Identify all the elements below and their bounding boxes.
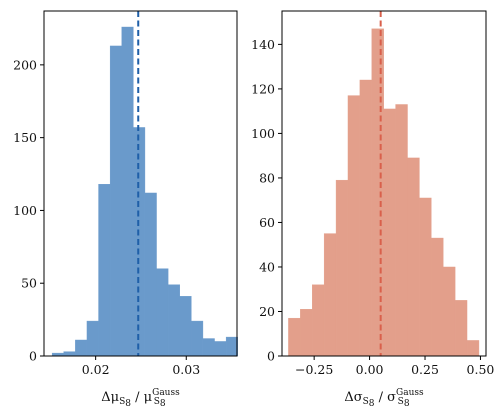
histogram-bar bbox=[167, 284, 180, 357]
histogram-bar bbox=[347, 95, 361, 357]
histogram-bar bbox=[383, 108, 396, 357]
histogram-bar bbox=[144, 192, 157, 357]
y-tick-label: 0 bbox=[267, 349, 275, 364]
histogram-bar bbox=[179, 296, 192, 357]
y-tick-label: 120 bbox=[251, 81, 275, 96]
axes-frame bbox=[281, 10, 487, 357]
y-tick-label: 40 bbox=[259, 259, 275, 274]
histogram-bar bbox=[407, 157, 420, 357]
histogram-bar bbox=[98, 184, 111, 357]
histogram-bar bbox=[335, 179, 349, 357]
x-axis-label: ΔμS8 / μGauss S8 bbox=[101, 388, 180, 409]
histogram-bar bbox=[109, 45, 122, 357]
x-tick-label: 0.03 bbox=[172, 362, 200, 377]
histogram-bar bbox=[288, 317, 301, 357]
x-tick-label: 0.02 bbox=[82, 362, 110, 377]
histogram-bar bbox=[466, 340, 480, 357]
histogram-bar bbox=[323, 233, 337, 357]
y-tick-label: 80 bbox=[259, 170, 275, 185]
x-tick-label: 0.50 bbox=[467, 362, 495, 377]
axes-frame bbox=[43, 10, 238, 357]
y-tick-label: 20 bbox=[259, 304, 275, 319]
left-histogram-panel: 0.02 0.03 0 50 100 150 200 ΔμS8 / μGauss S8 bbox=[13, 10, 238, 409]
y-tick-label: 200 bbox=[13, 57, 37, 72]
y-tick-label: 60 bbox=[259, 215, 275, 230]
x-tick-label: −0.25 bbox=[295, 362, 333, 377]
histogram-bar bbox=[75, 339, 88, 357]
y-tick-label: 100 bbox=[13, 203, 37, 218]
histogram-bar bbox=[454, 300, 468, 357]
histogram-bar bbox=[419, 197, 432, 357]
y-tick-label: 150 bbox=[13, 130, 37, 145]
y-tick-label: 100 bbox=[251, 126, 275, 141]
histogram-bar bbox=[225, 336, 238, 357]
histogram-bar bbox=[191, 320, 204, 357]
x-axis-label: ΔσS8 / σGauss S8 bbox=[344, 388, 424, 409]
histogram-bar bbox=[156, 268, 169, 357]
y-tick-label: 0 bbox=[29, 349, 37, 364]
histogram-bar bbox=[121, 26, 134, 357]
y-tick-label: 140 bbox=[251, 37, 275, 52]
histogram-bar bbox=[443, 266, 456, 357]
x-tick-label: 0.25 bbox=[411, 362, 439, 377]
histogram-bar bbox=[86, 320, 99, 357]
histogram-bar bbox=[371, 28, 384, 357]
histogram-bar bbox=[359, 79, 372, 357]
right-histogram-panel: −0.25 0.00 0.25 0.50 0 20 40 60 80 100 120 140 ΔσS8 … bbox=[251, 10, 495, 409]
x-tick-label: 0.00 bbox=[356, 362, 384, 377]
y-tick-label: 50 bbox=[21, 276, 37, 291]
histogram-bar bbox=[214, 341, 227, 357]
histogram-bar bbox=[63, 351, 76, 357]
histogram-bar bbox=[431, 237, 444, 357]
histogram-bar bbox=[202, 338, 215, 357]
histogram-bar bbox=[312, 284, 325, 357]
histogram-bar bbox=[395, 104, 408, 357]
histogram-bar bbox=[300, 309, 313, 357]
